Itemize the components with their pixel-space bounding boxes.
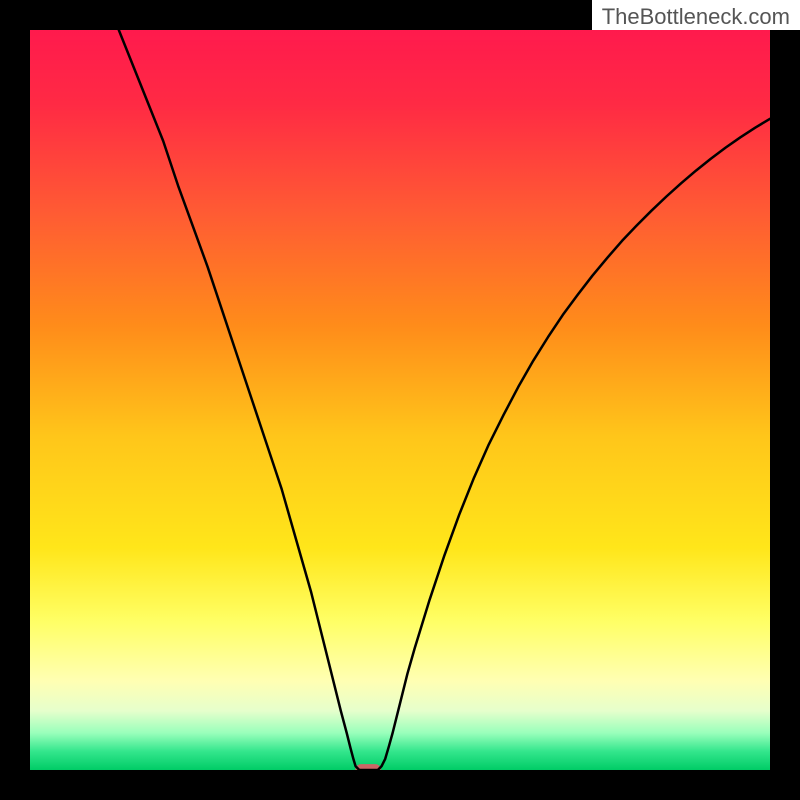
watermark-label: TheBottleneck.com [592,0,800,30]
bottleneck-chart [0,0,800,800]
plot-background [30,30,770,770]
border-right [770,0,800,800]
border-left [0,0,30,800]
chart-container: TheBottleneck.com [0,0,800,800]
border-bottom [0,770,800,800]
